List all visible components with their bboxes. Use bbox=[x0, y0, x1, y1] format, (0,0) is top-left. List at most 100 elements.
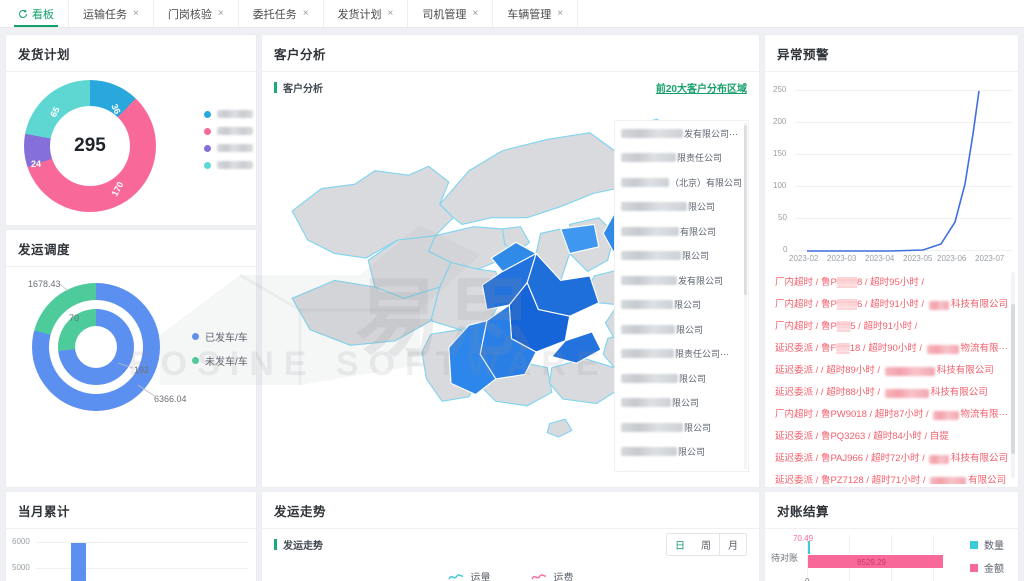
alert-scrollbar-thumb[interactable] bbox=[1011, 304, 1015, 454]
trend-range-switch[interactable]: 日 周 月 bbox=[666, 533, 747, 556]
list-item[interactable]: 限公司 bbox=[615, 391, 748, 416]
alert-row[interactable]: 延迟委派 / / 超时88小时 / 科技有限公司 bbox=[775, 387, 988, 398]
legend-item-dispatched[interactable]: 已发车/车 bbox=[192, 329, 248, 344]
panel-shipping-plan: 发货计划 295 36 170 24 65 bbox=[5, 34, 257, 226]
trend-body: 发运走势 日 周 月 运量 运费 bbox=[262, 529, 759, 581]
panel-monthly-total: 当月累计 6000 5000 4000 bbox=[5, 491, 257, 581]
tab-close-icon[interactable]: × bbox=[217, 8, 224, 19]
list-item[interactable]: 限公司 bbox=[615, 317, 748, 342]
tab-close-icon[interactable]: × bbox=[472, 8, 479, 19]
alert-row[interactable]: 厂内超时 / 鲁P▒▒▒8 / 超时95小时 / bbox=[775, 277, 927, 288]
legend-item[interactable] bbox=[204, 161, 253, 169]
legend-item-not-dispatched[interactable]: 未发车/车 bbox=[192, 353, 248, 368]
legend-item[interactable] bbox=[204, 127, 253, 135]
alert-type: 厂内超时 bbox=[775, 321, 814, 332]
alert-delay: 超时72小时 bbox=[870, 453, 920, 464]
list-item[interactable]: 限公司 bbox=[615, 415, 748, 440]
legend-item-freight[interactable]: 运费 bbox=[530, 569, 574, 581]
legend-dot-icon bbox=[204, 161, 211, 169]
alert-line-chart[interactable]: 250 200 150 100 50 0 2023-02 2023-03 202… bbox=[765, 72, 1018, 263]
list-item[interactable]: 业经贸中心 bbox=[615, 464, 748, 471]
bar-pending-amount[interactable] bbox=[808, 555, 943, 568]
range-option-week[interactable]: 周 bbox=[693, 534, 720, 555]
tab-close-icon[interactable]: × bbox=[387, 8, 394, 19]
alert-delay: 超时87小时 bbox=[874, 409, 924, 420]
alert-row[interactable]: 延迟委派 / 鲁PZ7128 / 超时71小时 / 有限公司 bbox=[775, 470, 1008, 484]
legend-label: 未发车/车 bbox=[205, 357, 248, 368]
tab-entrust-task[interactable]: 委托任务 × bbox=[239, 0, 324, 27]
value-pending-quantity: 70.49 bbox=[793, 534, 814, 543]
list-item[interactable]: 限公司 bbox=[615, 440, 748, 465]
alert-delay: 超时89小时 bbox=[826, 365, 875, 376]
panel-abnormal-alert: 异常预警 250 200 150 100 50 0 bbox=[764, 34, 1019, 488]
dispatch-inner-ring[interactable] bbox=[58, 309, 134, 385]
legend-item[interactable] bbox=[204, 144, 253, 152]
shipping-plan-donut[interactable]: 295 36 170 24 65 bbox=[24, 80, 156, 212]
legend-label-redacted bbox=[217, 144, 253, 152]
alert-row[interactable]: 延迟委派 / 鲁PAJ966 / 超时72小时 / 科技有限公司 bbox=[775, 453, 1008, 464]
legend-item-volume[interactable]: 运量 bbox=[447, 569, 491, 581]
top-customers-list[interactable]: 发有限公司··· 限责任公司 （北京）有限公司 限公司 有限公司 限公司 发有限… bbox=[614, 120, 749, 472]
customer-scrollbar-thumb[interactable] bbox=[744, 125, 747, 295]
legend-item[interactable] bbox=[204, 110, 253, 118]
alert-row[interactable]: 延迟委派 / 鲁PQ3263 / 超时84小时 / 自提 bbox=[775, 431, 949, 442]
alert-delay: 超时91小时 bbox=[870, 299, 919, 310]
alert-row[interactable]: 延迟委派 / 鲁F▒▒18 / 超时90小时 / 物流有限··· bbox=[775, 343, 1008, 354]
alert-company: 物流有限··· bbox=[960, 409, 1009, 420]
trend-legend: 运量 运费 bbox=[262, 569, 759, 581]
customer-suffix: 限公司 bbox=[676, 324, 704, 335]
legend-dot-icon bbox=[204, 127, 211, 135]
list-item[interactable]: 限公司 bbox=[615, 195, 748, 220]
wave-icon bbox=[530, 573, 546, 579]
legend-label-redacted bbox=[217, 127, 253, 135]
list-item[interactable]: 限责任公司 bbox=[615, 146, 748, 171]
bar-1[interactable] bbox=[71, 543, 86, 581]
alert-row[interactable]: 延迟委派 / / 超时89小时 / 科技有限公司 bbox=[775, 365, 994, 376]
list-item[interactable]: 发有限公司 bbox=[615, 268, 748, 293]
legend-dot-icon bbox=[192, 357, 199, 364]
tab-transport-task[interactable]: 运输任务 × bbox=[69, 0, 154, 27]
customer-body: 客户分析 前20大客户分布区域 bbox=[262, 72, 759, 484]
alert-list[interactable]: 厂内超时 / 鲁P▒▒▒8 / 超时95小时 / 厂内超时 / 鲁P▒▒▒6 /… bbox=[765, 268, 1018, 484]
legend-item-amount[interactable]: 金额 bbox=[970, 560, 1004, 575]
shipping-plan-legend bbox=[204, 110, 253, 169]
tab-close-icon[interactable]: × bbox=[302, 8, 309, 19]
tab-close-icon[interactable]: × bbox=[557, 8, 564, 19]
alert-type: 延迟委派 bbox=[775, 365, 814, 376]
list-item[interactable]: 限公司 bbox=[615, 244, 748, 269]
customer-subtitle: 客户分析 bbox=[274, 80, 323, 95]
tab-shipping-plan[interactable]: 发货计划 × bbox=[324, 0, 409, 27]
legend-square-icon bbox=[970, 540, 978, 549]
list-item[interactable]: 限责任公司··· bbox=[615, 342, 748, 367]
bar-pending-quantity[interactable] bbox=[808, 541, 810, 554]
top20-customers-link[interactable]: 前20大客户分布区域 bbox=[655, 84, 747, 95]
alert-body: 250 200 150 100 50 0 2023-02 2023-03 202… bbox=[765, 72, 1018, 484]
alert-company: 科技有限公司 bbox=[950, 453, 1008, 464]
alert-row[interactable]: 厂内超时 / 鲁P▒▒▒6 / 超时91小时 / 科技有限公司 bbox=[775, 299, 1008, 310]
range-option-month[interactable]: 月 bbox=[720, 534, 746, 555]
customer-suffix: 发有限公司··· bbox=[684, 128, 738, 139]
customer-scrollbar-track[interactable] bbox=[744, 123, 747, 469]
panel-title: 发运调度 bbox=[6, 230, 256, 267]
legend-label-redacted bbox=[217, 161, 253, 169]
list-item[interactable]: 发有限公司··· bbox=[615, 121, 748, 146]
list-item[interactable]: 限公司 bbox=[615, 293, 748, 318]
list-item[interactable]: 限公司 bbox=[615, 366, 748, 391]
panel-dispatch: 发运调度 1678.43 6366.04 70 192 bbox=[5, 229, 257, 488]
y-tick: 5000 bbox=[12, 563, 30, 572]
tab-close-icon[interactable]: × bbox=[133, 8, 139, 19]
alert-type: 延迟委派 bbox=[775, 475, 814, 484]
list-item[interactable]: 有限公司 bbox=[615, 219, 748, 244]
tab-label: 门岗核验 bbox=[167, 8, 212, 21]
legend-item-quantity[interactable]: 数量 bbox=[970, 537, 1004, 552]
y-tick: 0 bbox=[783, 245, 788, 254]
alert-row[interactable]: 厂内超时 / 鲁PW9018 / 超时87小时 / 物流有限··· bbox=[775, 409, 1009, 420]
tab-driver-management[interactable]: 司机管理 × bbox=[408, 0, 494, 27]
range-option-day[interactable]: 日 bbox=[667, 534, 694, 555]
tab-vehicle-management[interactable]: 车辆管理 × bbox=[493, 0, 579, 27]
inner-value-blue: 192 bbox=[134, 365, 150, 375]
tab-gate-inspection[interactable]: 门岗核验 × bbox=[154, 0, 239, 27]
alert-row[interactable]: 厂内超时 / 鲁P▒▒5 / 超时91小时 / bbox=[775, 321, 920, 332]
list-item[interactable]: （北京）有限公司 bbox=[615, 170, 748, 195]
tab-kanban[interactable]: 看板 bbox=[4, 0, 69, 27]
